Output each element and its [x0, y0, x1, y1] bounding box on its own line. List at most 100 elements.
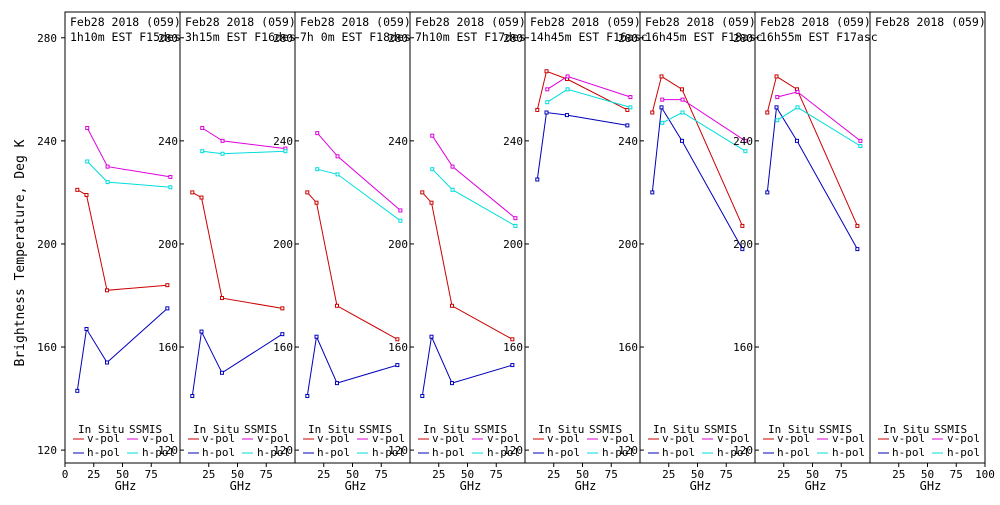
y-tick-label: 160	[37, 341, 57, 354]
panel-3-subtitle: 7h 0m EST F18des	[300, 30, 411, 44]
data-point-insitu_v	[334, 303, 339, 308]
data-point-insitu_h	[449, 381, 454, 386]
x-axis-label: GHz	[345, 479, 367, 493]
data-point-ssmis_h	[660, 120, 665, 125]
legend-label-ssmis_h: h-pol	[717, 446, 750, 459]
panel-4-title: Feb28 2018 (059)	[415, 15, 526, 29]
panel-5-title: Feb28 2018 (059)	[530, 15, 641, 29]
data-point-ssmis_v	[743, 138, 748, 143]
y-tick-label: 160	[273, 341, 293, 354]
legend-insitu-header: In Situ	[883, 423, 929, 436]
data-point-insitu_h	[510, 363, 515, 368]
x-axis-label: GHz	[690, 479, 712, 493]
data-point-insitu_v	[219, 296, 224, 301]
data-point-insitu_h	[855, 247, 860, 252]
x-tick-label: 0	[62, 468, 69, 481]
panel-2-subtitle: 3h15m EST F16des	[185, 30, 296, 44]
legend-insitu-header: In Situ	[768, 423, 814, 436]
data-point-insitu_h	[420, 393, 425, 398]
data-point-insitu_h	[650, 190, 655, 195]
series-line-insitu_v	[77, 189, 168, 291]
legend-label-insitu_h: h-pol	[202, 446, 235, 459]
legend-label-ssmis_v: v-pol	[717, 432, 750, 445]
legend-ssmis-header: SSMIS	[474, 423, 507, 436]
data-point-ssmis_v	[858, 138, 863, 143]
data-point-ssmis_h	[335, 172, 340, 177]
legend-ssmis-header: SSMIS	[934, 423, 967, 436]
data-point-insitu_v	[449, 303, 454, 308]
legend-label-ssmis_v: v-pol	[257, 432, 290, 445]
y-tick-label: 280	[158, 32, 178, 45]
x-tick-label: 25	[432, 468, 445, 481]
x-tick-label: 50	[921, 468, 934, 481]
y-tick-label: 240	[388, 135, 408, 148]
x-axis-label: GHz	[575, 479, 597, 493]
data-point-insitu_h	[280, 332, 285, 337]
series-line-insitu_h	[191, 329, 283, 397]
y-tick-label: 160	[158, 341, 178, 354]
data-point-insitu_h	[219, 370, 224, 375]
data-point-insitu_v	[659, 74, 664, 79]
data-point-ssmis_v	[430, 133, 435, 138]
legend-label-ssmis_v: v-pol	[832, 432, 865, 445]
y-tick-label: 240	[158, 135, 178, 148]
x-tick-label: 25	[662, 468, 675, 481]
data-point-ssmis_v	[398, 208, 403, 213]
x-axis-label: GHz	[460, 479, 482, 493]
series-line-ssmis_h	[317, 168, 401, 222]
legend-label-ssmis_v: v-pol	[372, 432, 405, 445]
x-tick-label: 75	[490, 468, 503, 481]
data-point-ssmis_h	[315, 167, 320, 172]
y-tick-label: 240	[37, 135, 57, 148]
panel-2-title: Feb28 2018 (059)	[185, 15, 296, 29]
legend-label-insitu_v: v-pol	[662, 432, 695, 445]
legend-label-ssmis_h: h-pol	[487, 446, 520, 459]
legend-label-ssmis_v: v-pol	[602, 432, 635, 445]
data-point-ssmis_h	[430, 167, 435, 172]
data-point-insitu_v	[679, 87, 684, 92]
y-tick-label: 160	[618, 341, 638, 354]
series-line-insitu_h	[421, 334, 513, 397]
y-tick-label: 280	[37, 32, 57, 45]
legend-label-insitu_h: h-pol	[432, 446, 465, 459]
series-line-insitu_v	[536, 70, 628, 111]
legend-label-ssmis_h: h-pol	[832, 446, 865, 459]
series-line-ssmis_v	[777, 91, 861, 142]
panel-1-subtitle: 1h10m EST F15des	[70, 30, 181, 44]
data-point-ssmis_v	[168, 174, 173, 179]
data-point-ssmis_h	[398, 218, 403, 223]
legend-label-ssmis_h: h-pol	[257, 446, 290, 459]
series-line-insitu_h	[651, 105, 743, 250]
data-point-ssmis_v	[628, 95, 633, 100]
data-point-insitu_h	[774, 105, 779, 110]
legend-label-ssmis_h: h-pol	[602, 446, 635, 459]
data-point-insitu_h	[740, 247, 745, 252]
data-point-ssmis_h	[283, 149, 288, 154]
series-line-ssmis_v	[431, 135, 516, 219]
data-point-insitu_h	[190, 393, 195, 398]
y-tick-label: 120	[37, 444, 57, 457]
y-axis-label: Brightness Temperature, Deg K	[13, 139, 28, 366]
x-tick-label: 100	[975, 468, 995, 481]
y-tick-label: 120	[733, 444, 753, 457]
legend-label-insitu_h: h-pol	[662, 446, 695, 459]
panel-6-subtitle: 16h45m EST F18asc	[645, 30, 763, 44]
data-point-ssmis_h	[220, 151, 225, 156]
y-tick-label: 280	[733, 32, 753, 45]
data-point-insitu_v	[395, 337, 400, 342]
data-point-insitu_v	[305, 190, 310, 195]
y-tick-label: 200	[37, 238, 57, 251]
data-point-ssmis_v	[315, 131, 320, 136]
panel-4-subtitle: 7h10m EST F17des	[415, 30, 526, 44]
data-point-insitu_h	[564, 113, 569, 118]
data-point-insitu_v	[75, 187, 80, 192]
data-point-ssmis_h	[105, 180, 110, 185]
data-point-ssmis_h	[858, 144, 863, 149]
panel-1-title: Feb28 2018 (059)	[70, 15, 181, 29]
x-tick-label: 25	[202, 468, 215, 481]
legend-insitu-header: In Situ	[308, 423, 354, 436]
y-tick-label: 160	[503, 341, 523, 354]
y-tick-label: 280	[503, 32, 523, 45]
data-point-insitu_h	[305, 393, 310, 398]
data-point-insitu_h	[104, 360, 109, 365]
